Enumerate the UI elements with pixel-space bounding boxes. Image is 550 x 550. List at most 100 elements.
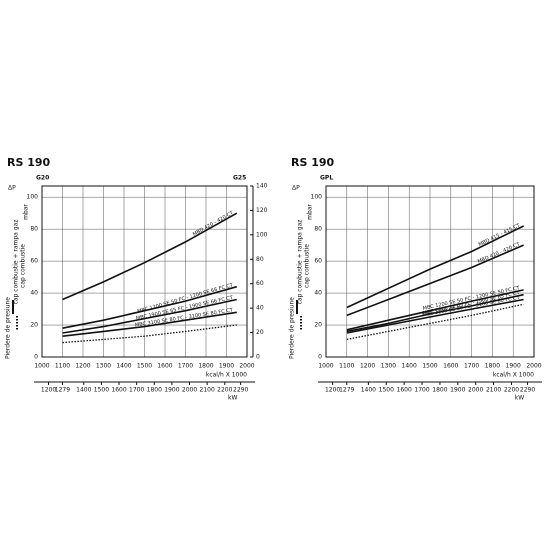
x2-tick-label: 2290 — [233, 387, 248, 394]
legend-label: cap combustie + rampa gaz — [297, 220, 304, 305]
y-tick-label: 40 — [30, 290, 38, 297]
series-line — [346, 225, 524, 309]
x2-tick-label: 1700 — [129, 387, 144, 394]
y-tick-label: 20 — [314, 322, 322, 329]
x2-tick-label: 2000 — [468, 387, 483, 394]
side-label: Pierdere de presiune — [289, 297, 296, 359]
x-tick-label: 1700 — [178, 363, 193, 370]
x-tick-label: 1300 — [381, 363, 396, 370]
x-tick-label: 1900 — [506, 363, 521, 370]
x-tick-label: 1800 — [198, 363, 213, 370]
x-tick-label: 2000 — [526, 363, 541, 370]
x2-tick-label: 1700 — [414, 387, 429, 394]
y-tick-label: 80 — [314, 226, 322, 233]
x2-tick-label: 1900 — [450, 387, 465, 394]
x-tick-label: 1200 — [360, 363, 375, 370]
series-line — [346, 244, 524, 317]
y2-tick-label: 20 — [256, 329, 264, 336]
x2-tick-label: 1900 — [164, 387, 179, 394]
series-line — [62, 324, 237, 344]
x2-tick-label: 1400 — [361, 387, 376, 394]
y2-tick-label: 80 — [256, 256, 264, 263]
x2-tick-label: 1279 — [55, 387, 70, 394]
x-tick-label: 2000 — [239, 363, 254, 370]
x-tick-label: 1400 — [402, 363, 417, 370]
plot-frame — [41, 185, 248, 358]
x2-axis-label: kW — [228, 395, 237, 402]
chart-title: RS 190 — [7, 156, 51, 169]
chart-title: RS 190 — [291, 156, 335, 169]
y2-tick-label: 40 — [256, 305, 264, 312]
x-tick-label: 1800 — [485, 363, 500, 370]
series-line — [62, 212, 238, 301]
side-label: Pierdere de presiune — [5, 297, 12, 359]
series-line — [62, 285, 238, 329]
x-tick-label: 1300 — [96, 363, 111, 370]
y2-tick-label: 140 — [256, 183, 268, 190]
fuel-label: G20 — [36, 175, 49, 182]
y-tick-label: 40 — [314, 290, 322, 297]
y-tick-label: 100 — [27, 194, 39, 201]
fuel-label: GPL — [320, 175, 333, 182]
x-tick-label: 1000 — [318, 363, 333, 370]
x-tick-label: 1500 — [422, 363, 437, 370]
x2-tick-label: 2290 — [520, 387, 535, 394]
series-line — [346, 293, 524, 333]
x-axis-label: kcal/h X 1000 — [493, 372, 534, 379]
series-line — [346, 298, 524, 334]
legend-label: cap combustie — [20, 244, 27, 288]
series-label: MBD 420 - 420 CT — [192, 210, 235, 238]
x2-tick-label: 1600 — [397, 387, 412, 394]
y2-tick-label: 100 — [256, 231, 268, 238]
y-axis-label: mbar — [23, 204, 30, 220]
x-tick-label: 1600 — [157, 363, 172, 370]
y-tick-label: 60 — [30, 258, 38, 265]
x2-tick-label: 1200 — [41, 387, 56, 394]
series-line — [62, 298, 237, 334]
series-line — [62, 311, 237, 337]
x2-tick-label: 1279 — [339, 387, 354, 394]
y-tick-label: 80 — [30, 226, 38, 233]
x2-tick-label: 2100 — [486, 387, 501, 394]
x2-tick-label: 1600 — [111, 387, 126, 394]
y-tick-label: 20 — [30, 322, 38, 329]
y2-tick-label: 0 — [256, 354, 260, 361]
series-line — [346, 289, 524, 331]
y-tick-label: 0 — [34, 354, 38, 361]
x-tick-label: 1400 — [116, 363, 131, 370]
x2-tick-label: 1800 — [432, 387, 447, 394]
delta-label: ΔP — [292, 185, 300, 192]
series-line — [346, 303, 524, 341]
x2-tick-label: 2100 — [200, 387, 215, 394]
y2-tick-label: 60 — [256, 280, 264, 287]
legend-label: cap combustie + rampa gaz — [13, 220, 20, 305]
x2-tick-label: 2000 — [182, 387, 197, 394]
x2-tick-label: 1500 — [94, 387, 109, 394]
y-axis-label: mbar — [307, 204, 314, 220]
y-tick-label: 60 — [314, 258, 322, 265]
x-tick-label: 1600 — [443, 363, 458, 370]
y-tick-label: 0 — [318, 354, 322, 361]
fuel-label-y2: G25 — [233, 175, 246, 182]
x-tick-label: 1200 — [75, 363, 90, 370]
x2-tick-label: 1200 — [325, 387, 340, 394]
x2-tick-label: 1500 — [379, 387, 394, 394]
legend-label: cap combustie — [304, 244, 311, 288]
x-tick-label: 1100 — [55, 363, 70, 370]
y-tick-label: 100 — [311, 194, 323, 201]
x2-axis-label: kW — [515, 395, 524, 402]
delta-label: ΔP — [8, 185, 16, 192]
x-tick-label: 1900 — [219, 363, 234, 370]
plot-frame — [325, 185, 535, 358]
x-tick-label: 1700 — [464, 363, 479, 370]
x2-tick-label: 1400 — [76, 387, 91, 394]
x-tick-label: 1500 — [137, 363, 152, 370]
x-tick-label: 1000 — [34, 363, 49, 370]
y2-tick-label: 120 — [256, 207, 268, 214]
x-tick-label: 1100 — [339, 363, 354, 370]
x2-tick-label: 1800 — [147, 387, 162, 394]
x2-tick-label: 2200 — [217, 387, 232, 394]
x2-tick-label: 2200 — [504, 387, 519, 394]
x-axis-label: kcal/h X 1000 — [206, 372, 247, 379]
